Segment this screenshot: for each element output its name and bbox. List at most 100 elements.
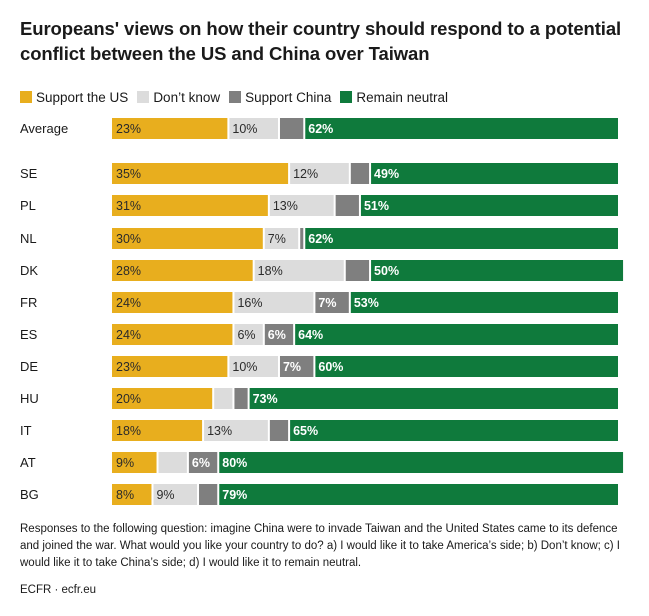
segment-divider (151, 484, 154, 505)
segment-divider (369, 260, 372, 281)
segment-divider (369, 163, 372, 184)
legend-label-dont-know: Don’t know (153, 89, 221, 105)
segment-divider (232, 292, 235, 313)
segment-divider (227, 118, 230, 139)
bar-pl-remain-neutral (359, 195, 618, 216)
data-label-se-remain-neutral: 49% (374, 167, 399, 181)
data-label-it-support-the-us: 18% (116, 424, 141, 438)
data-label-bg-support-the-us: 8% (116, 488, 134, 502)
segment-divider (348, 292, 351, 313)
data-label-pl-remain-neutral: 51% (364, 199, 389, 213)
segment-divider (277, 356, 280, 377)
data-label-se-don-t-know: 12% (293, 167, 318, 181)
bar-pl-don-t-know (268, 195, 335, 216)
data-label-pl-don-t-know: 13% (273, 199, 298, 213)
segment-divider (348, 163, 351, 184)
row-label-de: DE (20, 359, 38, 374)
segment-divider (202, 420, 205, 441)
data-label-de-remain-neutral: 60% (318, 360, 343, 374)
bar-nl-remain-neutral (304, 228, 618, 249)
data-label-nl-support-the-us: 30% (116, 232, 141, 246)
legend-swatch-support-us (20, 91, 32, 103)
row-label-es: ES (20, 327, 38, 342)
bar-de-don-t-know (228, 356, 279, 377)
bar-hu-don-t-know (213, 388, 234, 409)
bar-de-support-china (278, 356, 315, 377)
bar-average-don-t-know (228, 118, 279, 139)
segment-divider (303, 228, 306, 249)
bar-fr-don-t-know (233, 292, 315, 313)
legend-item-remain-neutral: Remain neutral (340, 90, 448, 105)
bar-de-remain-neutral (314, 356, 618, 377)
legend-label-support-china: Support China (245, 89, 332, 105)
bar-es-don-t-know (233, 324, 264, 345)
data-label-dk-remain-neutral: 50% (374, 264, 399, 278)
segment-divider (262, 228, 265, 249)
data-label-fr-remain-neutral: 53% (354, 296, 379, 310)
bar-it-remain-neutral (289, 420, 618, 441)
segment-divider (333, 195, 336, 216)
data-label-average-support-the-us: 23% (116, 122, 141, 136)
chart-title: Europeans' views on how their country sh… (20, 18, 622, 64)
data-label-pl-support-the-us: 31% (116, 199, 141, 213)
data-label-de-don-t-know: 10% (232, 360, 257, 374)
bar-hu-remain-neutral (248, 388, 618, 409)
row-label-pl: PL (20, 198, 36, 213)
bar-average-support-china (278, 118, 305, 139)
data-label-hu-remain-neutral: 73% (253, 392, 278, 406)
bar-at-remain-neutral (218, 452, 624, 473)
bar-average-remain-neutral (304, 118, 618, 139)
bar-dk-support-china (344, 260, 371, 281)
bar-se-don-t-know (289, 163, 350, 184)
bar-at-support-the-us (112, 452, 158, 473)
data-label-it-don-t-know: 13% (207, 424, 232, 438)
data-label-de-support-china: 7% (283, 360, 301, 374)
data-label-nl-remain-neutral: 62% (308, 232, 333, 246)
segment-divider (288, 420, 291, 441)
bar-nl-support-the-us (112, 228, 264, 249)
data-label-bg-remain-neutral: 79% (222, 488, 247, 502)
row-label-dk: DK (20, 263, 38, 278)
bar-at-support-china (187, 452, 219, 473)
segment-divider (288, 163, 291, 184)
legend-item-dont-know: Don’t know (137, 90, 220, 105)
data-label-fr-support-the-us: 24% (116, 296, 141, 310)
legend-swatch-support-china (229, 91, 242, 103)
data-label-at-support-the-us: 9% (116, 456, 134, 470)
row-label-bg: BG (20, 487, 39, 502)
bar-de-support-the-us (112, 356, 229, 377)
data-label-de-support-the-us: 23% (116, 360, 141, 374)
segment-divider (343, 260, 346, 281)
bar-dk-remain-neutral (370, 260, 624, 281)
legend-swatch-dont-know (137, 91, 150, 103)
source-credit: ECFR · ecfr.eu (20, 584, 97, 596)
segment-divider (267, 195, 270, 216)
data-label-es-support-the-us: 24% (116, 328, 141, 342)
segment-divider (247, 388, 250, 409)
segment-divider (197, 484, 200, 505)
legend-item-support-us: Support the US (20, 90, 128, 105)
bar-it-support-china (268, 420, 290, 441)
segment-divider (186, 452, 189, 473)
data-label-es-remain-neutral: 64% (298, 328, 323, 342)
segment-divider (358, 195, 361, 216)
bar-hu-support-the-us (112, 388, 214, 409)
bar-hu-support-china (233, 388, 249, 409)
data-label-dk-don-t-know: 18% (258, 264, 283, 278)
bar-nl-don-t-know (263, 228, 300, 249)
row-label-it: IT (20, 423, 32, 438)
segment-divider (217, 452, 220, 473)
segment-divider (303, 118, 306, 139)
legend-item-support-china: Support China (229, 90, 331, 105)
segment-divider (252, 260, 255, 281)
segment-divider (293, 324, 296, 345)
segment-divider (298, 228, 301, 249)
bar-se-support-the-us (112, 163, 290, 184)
data-label-nl-don-t-know: 7% (268, 232, 286, 246)
bar-average-support-the-us (112, 118, 229, 139)
data-label-fr-support-china: 7% (318, 296, 336, 310)
bar-bg-support-the-us (112, 484, 153, 505)
bar-fr-remain-neutral (349, 292, 618, 313)
data-label-at-remain-neutral: 80% (222, 456, 247, 470)
